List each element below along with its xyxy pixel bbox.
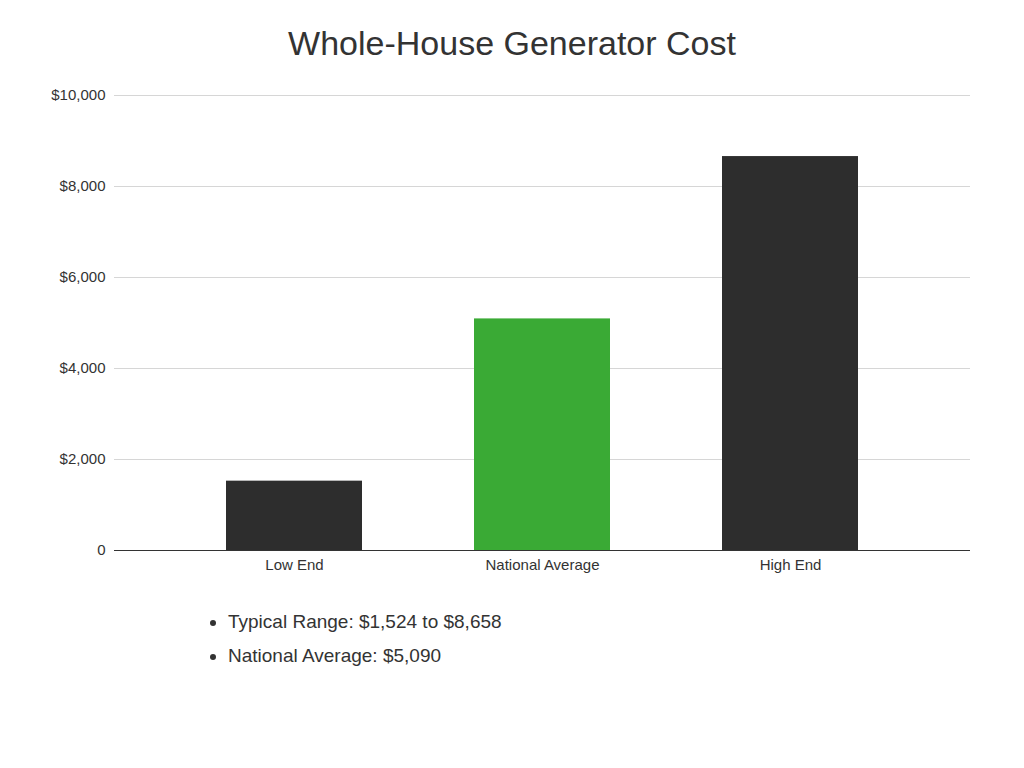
svg-text:National Average: National Average (486, 556, 600, 573)
svg-text:0: 0 (97, 541, 105, 558)
html-text:Whole-House Generator Cost: Whole-House Generator Cost (288, 24, 736, 62)
svg-text:$6,000: $6,000 (60, 268, 106, 285)
svg-text:$10,000: $10,000 (51, 86, 105, 103)
html-text:National Average: $5,090: National Average: $5,090 (228, 645, 441, 666)
svg-text:High End: High End (760, 556, 822, 573)
html-text:Typical Range: $1,524 to $8,65: Typical Range: $1,524 to $8,658 (228, 611, 502, 632)
svg-text:$4,000: $4,000 (60, 359, 106, 376)
svg-text:Low End: Low End (265, 556, 323, 573)
svg-text:$8,000: $8,000 (60, 177, 106, 194)
svg-text:$2,000: $2,000 (60, 450, 106, 467)
